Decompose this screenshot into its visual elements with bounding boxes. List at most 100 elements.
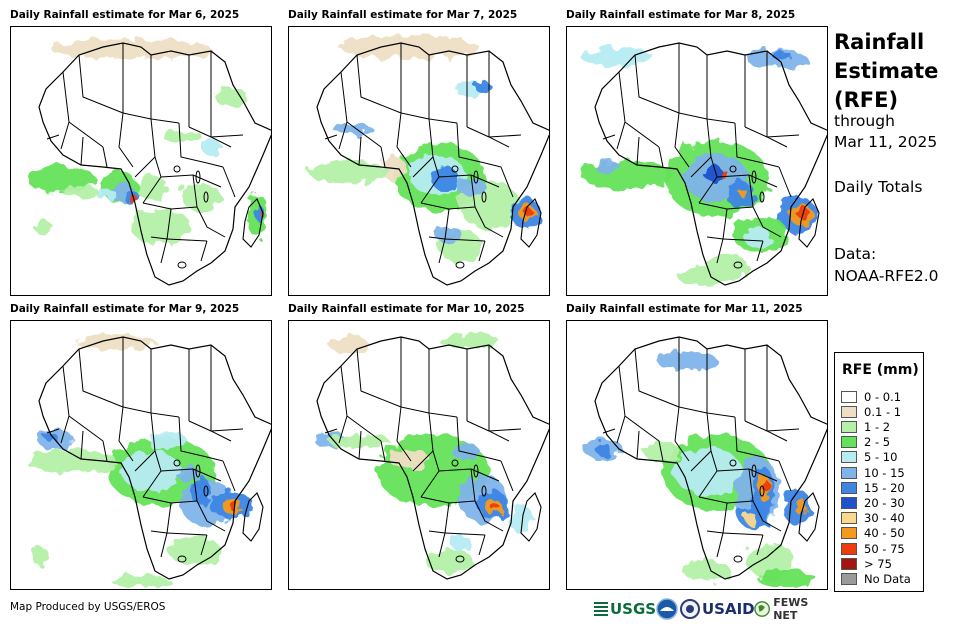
country-border — [674, 406, 690, 462]
country-border — [192, 468, 198, 502]
country-border — [466, 420, 490, 432]
country-border — [658, 146, 664, 168]
fewsnet-logo-text: FEWS NET — [773, 596, 809, 622]
legend-swatch — [841, 436, 857, 449]
rainfall-patch — [25, 449, 117, 473]
seal-icon — [680, 599, 700, 619]
title-line: Estimate — [834, 59, 939, 83]
data-label: Data: — [834, 245, 877, 263]
madagascar-outline — [520, 198, 542, 248]
rainfall-patch — [451, 443, 479, 459]
legend-label: > 75 — [864, 556, 892, 571]
rainfall-patch — [77, 335, 157, 351]
legend-swatch — [841, 542, 857, 555]
country-border — [78, 348, 124, 408]
country-border — [178, 416, 208, 458]
country-border — [636, 430, 640, 460]
lake-outline — [759, 485, 765, 497]
legend-item: 1 - 2 — [841, 419, 890, 434]
country-border — [706, 236, 724, 240]
rainfall-map — [10, 26, 272, 296]
country-border — [438, 238, 446, 264]
country-border — [222, 460, 236, 492]
rainfall-patch — [451, 535, 471, 551]
country-border — [470, 468, 476, 502]
country-border — [188, 126, 212, 138]
lake-outline — [481, 191, 487, 203]
legend-label: 15 - 20 — [864, 480, 905, 495]
country-border — [444, 238, 486, 242]
country-border — [616, 121, 626, 150]
africa-map-svg — [25, 335, 271, 587]
country-border — [752, 206, 782, 238]
legend-item: > 75 — [841, 556, 892, 571]
panel-title: Daily Rainfall estimate for Mar 10, 2025 — [288, 303, 525, 315]
country-border — [634, 54, 680, 114]
rainfall-patch — [175, 465, 199, 481]
country-border — [102, 440, 108, 462]
rainfall-map — [10, 320, 272, 590]
legend-label: 0.1 - 1 — [864, 404, 902, 419]
rainfall-patch — [745, 513, 757, 525]
rainfall-patch — [721, 171, 729, 179]
legend-title: RFE (mm) — [842, 362, 919, 378]
country-border — [412, 156, 434, 178]
rainfall-patch — [747, 543, 795, 579]
lake-outline — [733, 555, 743, 563]
country-border — [766, 134, 800, 138]
country-border — [160, 468, 194, 472]
country-border — [438, 532, 446, 558]
country-border — [396, 406, 412, 462]
country-border — [762, 456, 780, 462]
country-border — [722, 532, 764, 536]
rainfall-patch — [475, 81, 491, 93]
lake-outline — [177, 555, 187, 563]
country-border — [324, 134, 338, 140]
lake-outline — [177, 261, 187, 269]
africa-landmass — [39, 43, 271, 285]
legend-swatch — [841, 390, 857, 403]
legend-swatch — [841, 496, 857, 509]
country-border — [748, 468, 754, 502]
lake-outline — [759, 191, 765, 203]
country-border — [80, 430, 84, 460]
rainfall-map — [288, 320, 550, 590]
rainfall-patch — [191, 477, 211, 505]
lake-outline — [451, 459, 459, 467]
panel-title: Daily Rainfall estimate for Mar 9, 2025 — [10, 303, 240, 315]
legend-item: 0.1 - 1 — [841, 404, 901, 419]
legend-swatch — [841, 466, 857, 479]
rainfall-patch — [309, 160, 389, 184]
noaa-logo — [656, 597, 678, 621]
country-border — [698, 176, 718, 204]
country-border — [428, 530, 446, 534]
legend-item: 40 - 50 — [841, 526, 905, 541]
country-border — [734, 122, 764, 164]
rainfall-patch — [491, 503, 499, 511]
legend-swatch — [841, 451, 857, 464]
country-border — [380, 146, 386, 168]
rainfall-patch — [739, 189, 747, 197]
seal-logo — [680, 597, 700, 621]
panel-title: Daily Rainfall estimate for Mar 7, 2025 — [288, 9, 518, 21]
rainfall-patch — [329, 433, 389, 449]
rainfall-patch — [595, 159, 619, 175]
country-border — [748, 174, 754, 208]
country-border — [716, 238, 724, 264]
country-border — [438, 174, 472, 178]
country-border — [716, 468, 750, 472]
rainfall-patch — [131, 209, 191, 245]
country-border — [478, 240, 486, 262]
rainfall-patch — [657, 351, 717, 371]
rainfall-patch — [457, 177, 485, 197]
rainfall-patch — [581, 47, 653, 67]
credit-text: Map Produced by USGS/EROS — [10, 601, 166, 613]
country-border — [616, 415, 626, 444]
country-border — [46, 134, 60, 140]
rainfall-patch — [201, 139, 221, 155]
lake-outline — [203, 485, 209, 497]
rainfall-patch — [135, 175, 167, 199]
country-border — [602, 428, 616, 434]
through-label: through — [834, 112, 895, 130]
country-border — [356, 348, 402, 408]
